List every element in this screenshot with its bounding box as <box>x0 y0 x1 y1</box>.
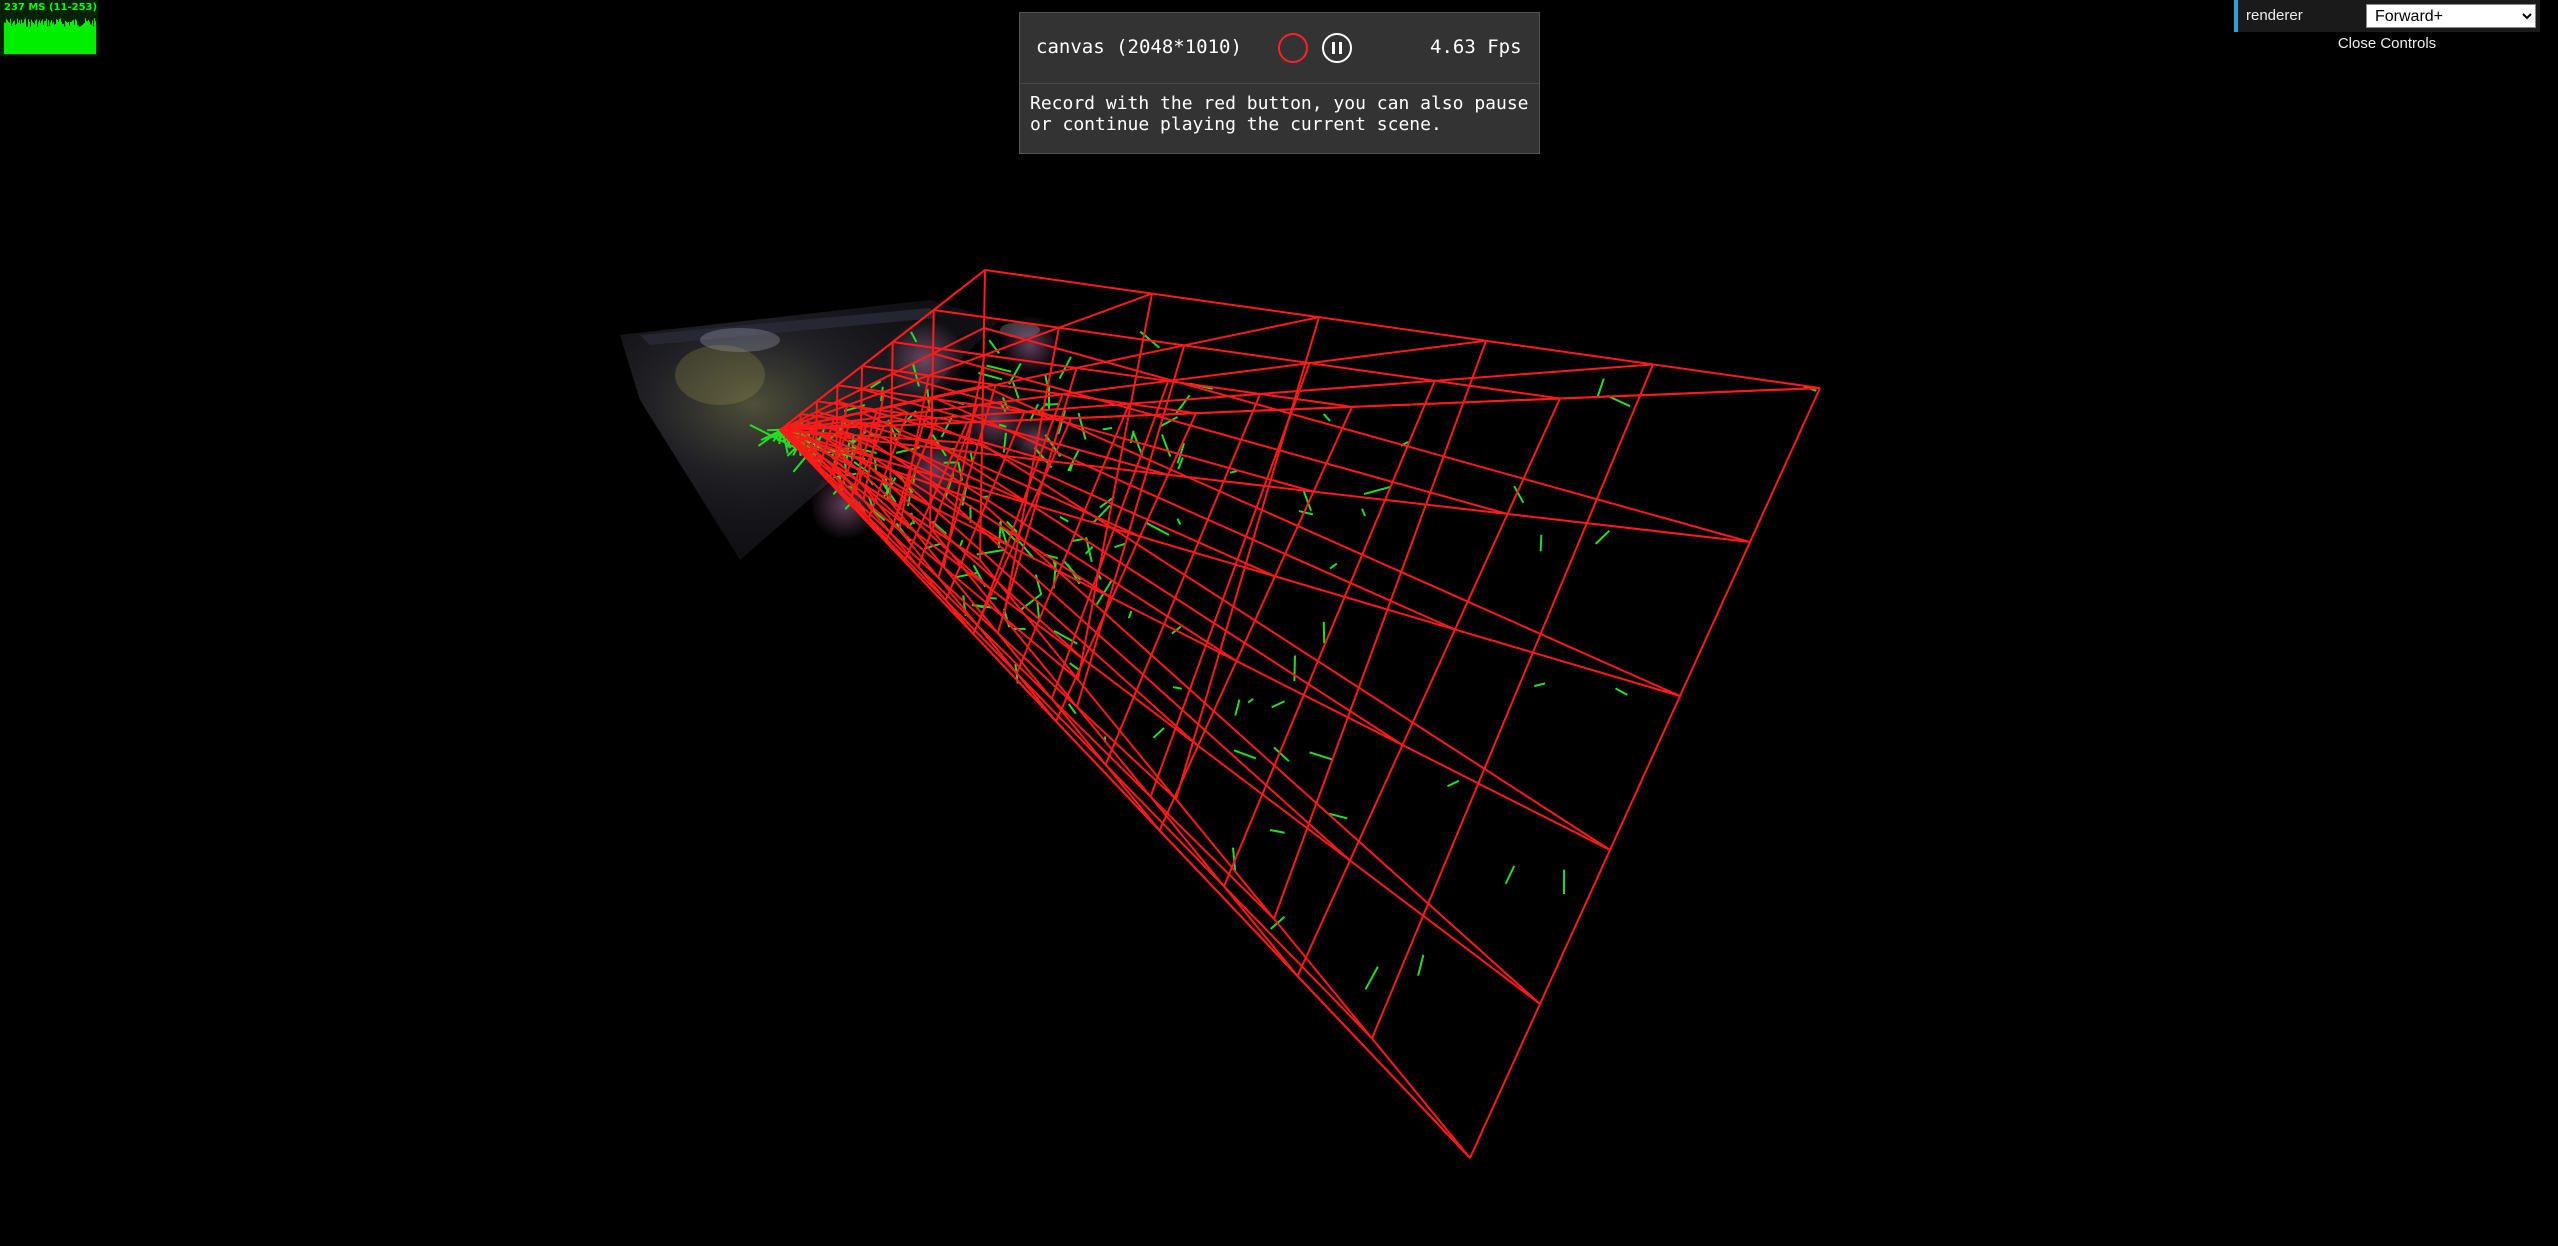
fps-readout: 4.63 Fps <box>1430 36 1522 58</box>
recorder-header: canvas (2048*1010) 4.63 Fps <box>1020 13 1539 84</box>
light-glows <box>810 315 1060 540</box>
gui-controls-panel: renderer Forward+ Close Controls <box>2234 0 2540 56</box>
frame-time-graph <box>4 16 96 54</box>
pause-button[interactable] <box>1322 33 1352 63</box>
stats-panel[interactable]: 237 MS (11-253) <box>0 0 98 56</box>
camera-frustum-helper <box>779 269 1821 1159</box>
renderer-control-row: renderer Forward+ <box>2234 0 2540 32</box>
renderer-label: renderer <box>2246 7 2303 24</box>
frame-time-text: 237 MS (11-253) <box>4 2 98 13</box>
record-button[interactable] <box>1278 33 1308 63</box>
renderer-select[interactable]: Forward+ <box>2366 4 2536 28</box>
recorder-panel: canvas (2048*1010) 4.63 Fps Record with … <box>1019 12 1540 154</box>
recorder-description: Record with the red button, you can also… <box>1030 93 1529 135</box>
light-helpers <box>749 330 1817 990</box>
canvas-size-label: canvas (2048*1010) <box>1036 36 1242 58</box>
close-controls-button[interactable]: Close Controls <box>2337 35 2437 52</box>
